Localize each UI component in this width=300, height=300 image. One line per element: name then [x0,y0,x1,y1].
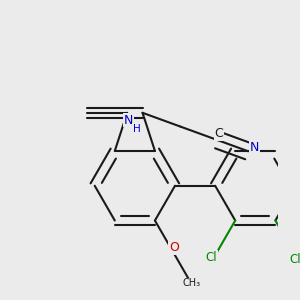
Text: N: N [250,140,259,154]
Text: H: H [133,124,141,134]
Text: Cl: Cl [206,251,217,264]
Text: Cl: Cl [289,253,300,266]
Text: C: C [215,128,224,140]
Text: O: O [169,241,179,254]
Text: CH₃: CH₃ [182,278,200,288]
Text: N: N [124,114,133,127]
